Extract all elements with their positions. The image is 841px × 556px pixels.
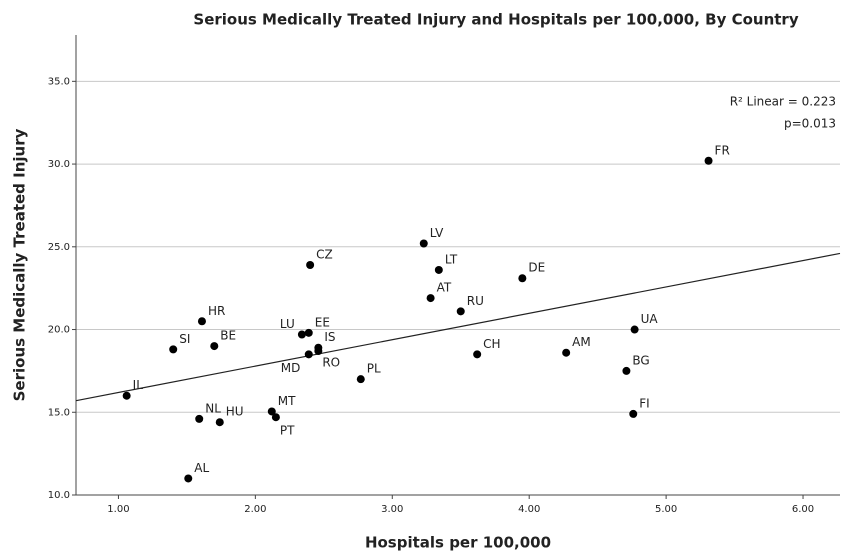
point-label: MT xyxy=(278,394,296,408)
point-label: PT xyxy=(280,424,295,438)
point-label: DE xyxy=(528,261,545,275)
x-axis-label: Hospitals per 100,000 xyxy=(365,534,551,552)
point xyxy=(304,328,313,337)
point-label: RU xyxy=(467,294,484,308)
point-label: BE xyxy=(220,329,236,343)
point xyxy=(473,350,482,359)
point xyxy=(197,317,206,326)
point-label: LV xyxy=(430,226,444,240)
point xyxy=(195,414,204,423)
x-tick-label: 5.00 xyxy=(655,504,677,515)
point xyxy=(210,342,219,351)
point-label: CH xyxy=(483,337,500,351)
point-label: MD xyxy=(281,361,301,375)
y-tick-label: 20.0 xyxy=(48,325,70,336)
x-tick-label: 3.00 xyxy=(381,504,403,515)
annotation: R² Linear = 0.223 xyxy=(730,95,836,109)
point-label: NL xyxy=(205,401,221,415)
point xyxy=(215,418,224,427)
point xyxy=(426,294,435,303)
point xyxy=(271,413,280,422)
x-tick-label: 2.00 xyxy=(244,504,266,515)
chart-title: Serious Medically Treated Injury and Hos… xyxy=(193,11,798,29)
point xyxy=(622,366,631,375)
point-label: RO xyxy=(322,356,340,370)
point-label: AT xyxy=(437,281,452,295)
point xyxy=(122,391,131,400)
point-label: PL xyxy=(367,362,381,376)
point-label: HR xyxy=(208,304,225,318)
point xyxy=(419,239,428,248)
point-label: BG xyxy=(632,353,649,367)
point xyxy=(169,345,178,354)
y-tick-label: 15.0 xyxy=(48,407,70,418)
point xyxy=(630,325,639,334)
point-label: AL xyxy=(194,461,209,475)
point-label: IL xyxy=(133,378,144,392)
point xyxy=(297,330,306,339)
y-tick-label: 30.0 xyxy=(48,159,70,170)
point-label: SI xyxy=(179,332,190,346)
x-tick-label: 4.00 xyxy=(518,504,540,515)
point xyxy=(304,350,313,359)
point-label: HU xyxy=(226,405,244,419)
x-tick-label: 6.00 xyxy=(792,504,814,515)
y-tick-label: 25.0 xyxy=(48,242,70,253)
point xyxy=(314,347,323,356)
point-label: FI xyxy=(639,396,649,410)
y-axis-label: Serious Medically Treated Injury xyxy=(11,128,29,401)
point-label: FR xyxy=(715,143,730,157)
y-tick-label: 10.0 xyxy=(48,490,70,501)
point xyxy=(629,409,638,418)
point-label: UA xyxy=(641,312,659,326)
point-label: LT xyxy=(445,252,458,266)
x-tick-label: 1.00 xyxy=(107,504,129,515)
point xyxy=(704,156,713,165)
point-label: LU xyxy=(280,317,295,331)
point-label: CZ xyxy=(316,248,333,262)
point xyxy=(184,474,193,483)
annotation: p=0.013 xyxy=(784,117,836,131)
point xyxy=(456,307,465,316)
point xyxy=(434,265,443,274)
point-label: AM xyxy=(572,335,591,349)
point-label: EE xyxy=(315,315,330,329)
y-tick-label: 35.0 xyxy=(48,76,70,87)
point xyxy=(518,274,527,283)
point-label: IS xyxy=(324,330,335,344)
point xyxy=(562,348,571,357)
point xyxy=(267,407,276,416)
fit-line xyxy=(75,252,841,402)
point xyxy=(306,261,315,269)
point xyxy=(356,375,365,384)
